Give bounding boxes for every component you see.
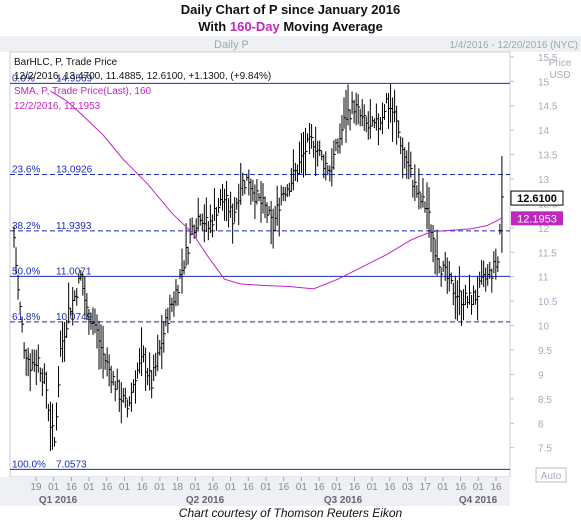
y-tick-label: 12 xyxy=(538,224,550,235)
x-tick-label: 16 xyxy=(243,482,255,493)
auto-label: Auto xyxy=(541,471,562,482)
x-tick-label: 16 xyxy=(455,482,467,493)
x-tick-label: 01 xyxy=(154,482,166,493)
x-tick-label: 16 xyxy=(278,482,290,493)
fib-value-label: 11.9393 xyxy=(56,221,92,232)
x-tick-label: 01 xyxy=(119,482,131,493)
sma-last-tag xyxy=(511,211,563,226)
x-tick-label: 01 xyxy=(260,482,272,493)
legend-bar-title: BarHLC, P, Trade Price xyxy=(14,57,118,68)
price-chart: Daily P 1/4/2016 - 12/20/2016 (NYC) PriceU… xyxy=(0,36,581,506)
chart-title: Daily Chart of P since January 2016 xyxy=(180,2,401,17)
fib-pct-label: 0.0% xyxy=(12,73,35,84)
y-tick-label: 7.5 xyxy=(538,444,552,455)
legend-sma-title: SMA, P, Trade Price(Last), 160 xyxy=(14,86,152,97)
x-tick-label: 16 xyxy=(314,482,326,493)
fib-value-label: 11.0071 xyxy=(56,266,92,277)
y-tick-label: 9.5 xyxy=(538,346,552,357)
x-tick-label: 01 xyxy=(331,482,343,493)
x-tick-label: 16 xyxy=(384,482,396,493)
x-tick-label: 16 xyxy=(66,482,78,493)
x-axis-area xyxy=(0,477,510,506)
legend-bar-values: 12/2/2016, 13.4700, 11.4885, 12.6100, +1… xyxy=(14,71,271,82)
y-tick-label: 9 xyxy=(538,370,544,381)
last-price-tag xyxy=(510,190,564,206)
x-quarter-label: Q2 2016 xyxy=(186,495,225,506)
chart-credit: Chart courtesy of Thomson Reuters Eikon xyxy=(178,506,403,520)
auto-box xyxy=(535,467,567,483)
last-price-value: 12.6100 xyxy=(517,193,557,205)
fib-value-label: 14.9569 xyxy=(56,73,93,84)
sma-line xyxy=(50,90,503,290)
subtitle-prefix: With xyxy=(198,19,230,34)
x-tick-label: 18 xyxy=(172,482,184,493)
x-tick-label: 01 xyxy=(84,482,96,493)
y-tick-label: 15.5 xyxy=(538,53,558,64)
panel-title: Daily P xyxy=(214,39,249,51)
fib-value-label: 13.0926 xyxy=(56,164,93,175)
x-tick-label: 01 xyxy=(437,482,449,493)
x-tick-label: 16 xyxy=(101,482,113,493)
chart-subtitle: With 160-Day Moving Average xyxy=(0,19,581,34)
y-tick-label: 13 xyxy=(538,175,550,186)
x-tick-label: 01 xyxy=(473,482,485,493)
y-tick-label: 11 xyxy=(538,273,549,284)
x-quarter-label: Q4 2016 xyxy=(459,495,498,506)
y-tick-label: 14.5 xyxy=(538,102,558,113)
x-tick-label: 16 xyxy=(349,482,361,493)
x-tick-label: 01 xyxy=(367,482,379,493)
x-tick-label: 17 xyxy=(420,482,432,493)
fib-pct-label: 38.2% xyxy=(12,221,40,232)
y-axis-area xyxy=(510,52,581,477)
subtitle-highlight: 160-Day xyxy=(229,19,280,34)
y-tick-label: 11.5 xyxy=(538,248,557,259)
fib-pct-label: 50.0% xyxy=(12,266,40,277)
x-tick-label: 16 xyxy=(137,482,149,493)
y-tick-label: 10.5 xyxy=(538,297,558,308)
fib-value-label: 7.0573 xyxy=(56,459,87,470)
date-range: 1/4/2016 - 12/20/2016 (NYC) xyxy=(450,40,578,51)
x-tick-label: 16 xyxy=(490,482,502,493)
sma-last-value: 12.1953 xyxy=(517,213,557,225)
legend-sma-values: 12/2/2016, 12.1953 xyxy=(14,101,101,112)
x-tick-label: 19 xyxy=(30,482,42,493)
fib-pct-label: 23.6% xyxy=(12,164,40,175)
y-axis-label-line1: Price xyxy=(549,58,572,69)
x-quarter-label: Q3 2016 xyxy=(324,495,363,506)
x-quarter-label: Q1 2016 xyxy=(39,495,78,506)
y-tick-label: 8 xyxy=(538,419,544,430)
y-tick-label: 13.5 xyxy=(538,151,558,162)
x-tick-label: 16 xyxy=(207,482,219,493)
fib-value-label: 10.0749 xyxy=(56,312,93,323)
y-axis-label-line2: USD xyxy=(549,70,570,81)
y-tick-label: 15 xyxy=(538,77,550,88)
panel-header xyxy=(0,36,581,52)
fib-pct-label: 61.8% xyxy=(12,312,40,323)
x-tick-label: 01 xyxy=(48,482,60,493)
fib-pct-label: 100.0% xyxy=(12,459,46,470)
y-tick-label: 10 xyxy=(538,322,550,333)
y-tick-label: 14 xyxy=(538,126,550,137)
subtitle-suffix: Moving Average xyxy=(279,19,383,34)
y-tick-label: 8.5 xyxy=(538,395,552,406)
x-tick-label: 01 xyxy=(225,482,237,493)
x-tick-label: 01 xyxy=(190,482,202,493)
x-tick-label: 01 xyxy=(296,482,308,493)
x-tick-label: 03 xyxy=(402,482,414,493)
